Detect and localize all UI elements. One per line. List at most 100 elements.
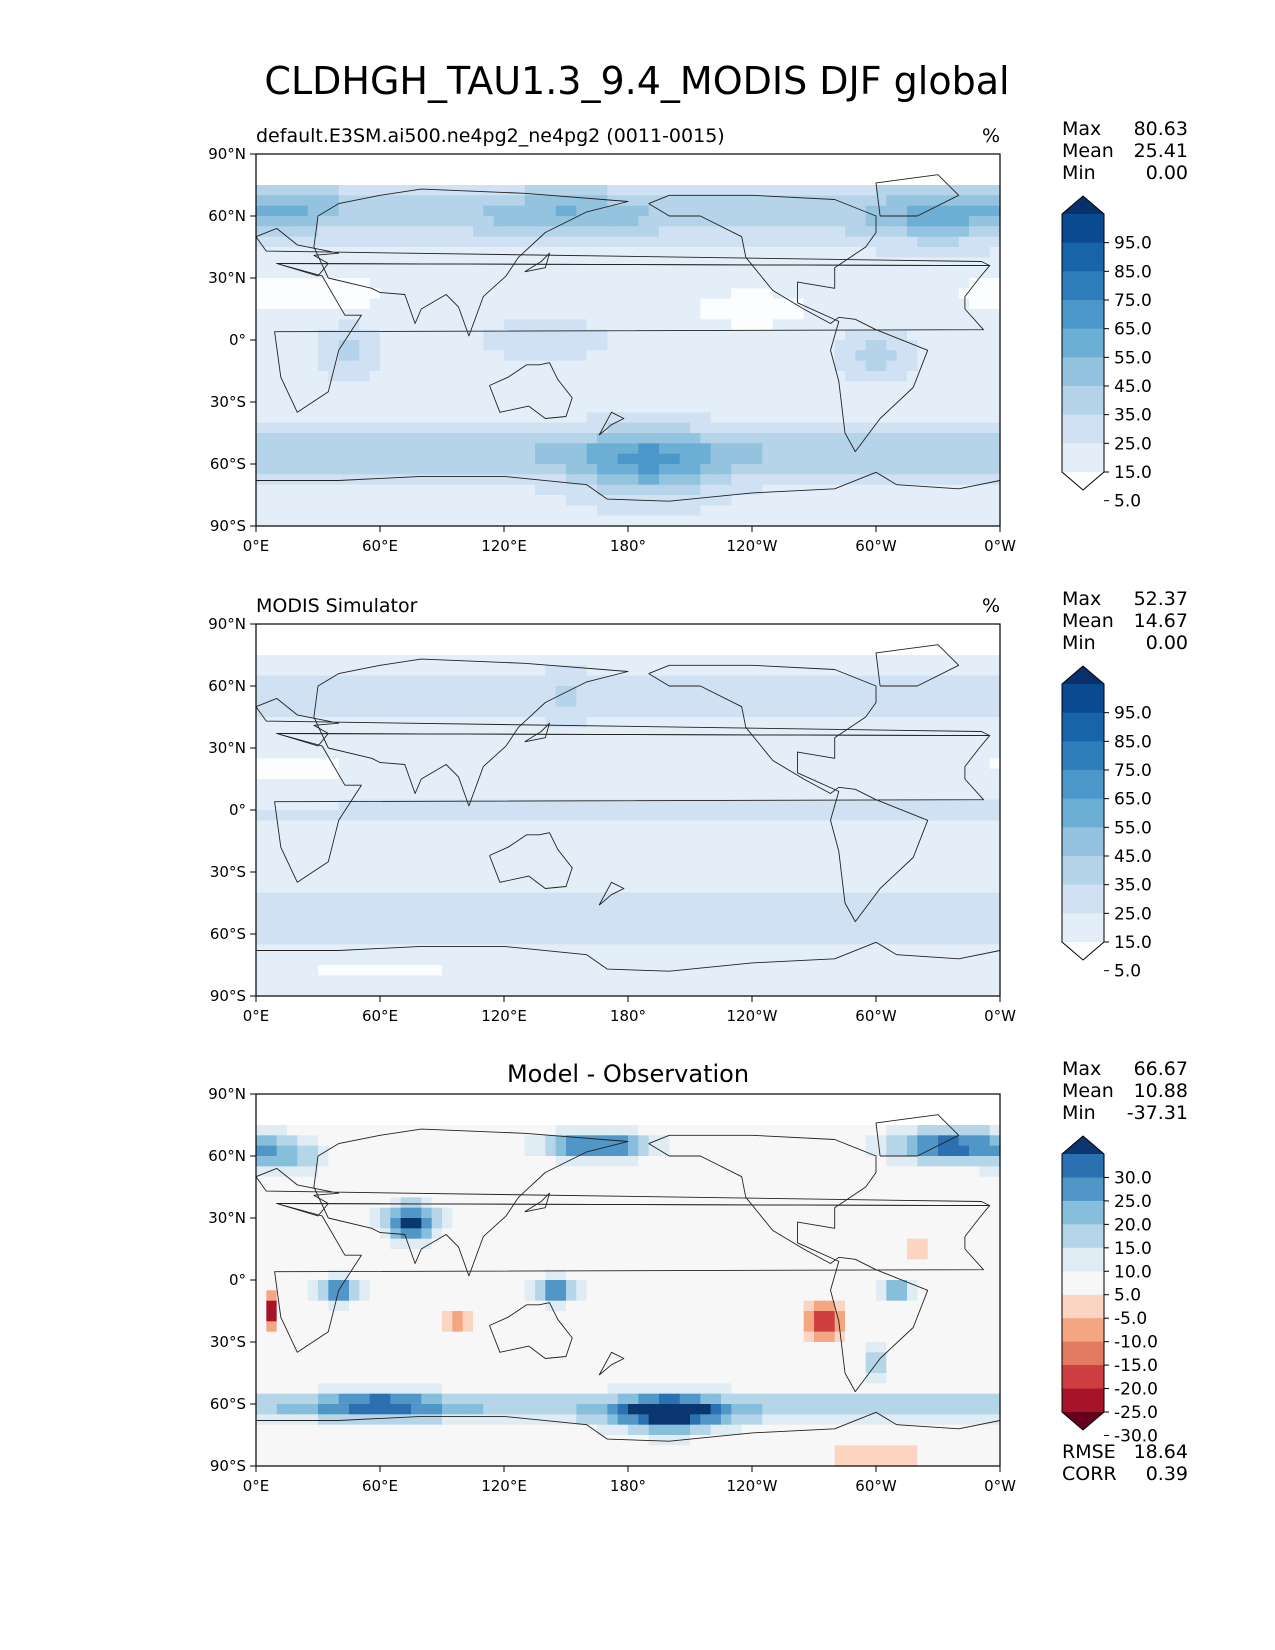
field-cell <box>958 278 970 289</box>
field-cell <box>493 624 505 635</box>
field-cell <box>318 830 329 842</box>
field-cell <box>276 278 288 289</box>
field-cell <box>834 278 846 289</box>
field-cell <box>483 675 495 687</box>
field-cell <box>793 247 805 258</box>
field-cell <box>483 686 495 697</box>
field-cell <box>256 360 267 372</box>
field-cell <box>421 433 433 444</box>
field-cell <box>690 655 701 666</box>
field-cell <box>989 696 1001 708</box>
field-cell <box>669 675 681 687</box>
field-cell <box>369 309 381 320</box>
field-cell <box>876 727 887 739</box>
field-cell <box>824 185 836 196</box>
field-cell <box>948 861 960 873</box>
field-cell <box>948 360 960 372</box>
field-cell <box>886 727 898 739</box>
field-cell <box>328 505 340 517</box>
field-cell <box>762 505 774 517</box>
field-cell <box>597 872 608 883</box>
field-cell <box>442 882 453 894</box>
field-cell <box>927 923 939 935</box>
field-cell <box>462 810 474 821</box>
field-cell <box>566 154 577 165</box>
field-cell <box>969 903 980 914</box>
field-cell <box>431 665 443 677</box>
field-cell <box>555 944 567 956</box>
field-cell <box>917 371 929 382</box>
field-cell <box>803 236 815 248</box>
field-cell <box>400 861 412 873</box>
field-cell <box>824 154 836 165</box>
field-cell <box>380 288 391 300</box>
colorbar-tick-label: 65.0 <box>1114 320 1152 340</box>
field-cell <box>876 247 887 258</box>
field-cell <box>359 257 371 269</box>
field-cell <box>307 257 319 269</box>
field-cell <box>690 257 701 269</box>
field-cell <box>349 954 360 966</box>
field-cell <box>783 717 794 728</box>
field-cell <box>690 495 701 506</box>
field-cell <box>617 861 629 873</box>
field-cell <box>421 841 433 852</box>
field-cell <box>597 686 608 697</box>
field-cell <box>307 505 319 517</box>
field-cell <box>948 923 960 935</box>
field-cell <box>421 484 433 496</box>
field-cell <box>566 789 577 801</box>
field-cell <box>473 309 484 320</box>
field-cell <box>989 236 1001 248</box>
field-cell <box>473 779 484 790</box>
field-cell <box>297 727 309 739</box>
field-cell <box>535 634 546 646</box>
field-cell <box>297 851 309 863</box>
field-cell <box>690 675 701 687</box>
field-cell <box>762 236 774 248</box>
field-cell <box>721 634 732 646</box>
field-cell <box>855 779 867 790</box>
field-cell <box>380 696 391 708</box>
field-cell <box>452 758 464 770</box>
field-cell <box>411 789 422 801</box>
field-cell <box>256 799 267 811</box>
field-cell <box>979 505 991 517</box>
field-cell <box>679 371 691 382</box>
field-cell <box>462 861 474 873</box>
field-cell <box>369 360 381 372</box>
field-cell <box>535 923 546 935</box>
field-cell <box>318 205 329 217</box>
field-cell <box>783 371 794 382</box>
field-cell <box>266 892 278 904</box>
field-cell <box>297 789 309 801</box>
field-cell <box>318 319 329 331</box>
field-cell <box>979 340 991 351</box>
field-cell <box>669 686 681 697</box>
field-cell <box>462 391 474 403</box>
field-cell <box>969 944 980 956</box>
field-cell <box>907 944 918 956</box>
field-cell <box>380 923 391 935</box>
field-cell <box>307 319 319 331</box>
field-cell <box>462 515 474 527</box>
field-cell <box>400 903 412 914</box>
field-cell <box>462 216 474 227</box>
field-cell <box>969 381 980 393</box>
field-cell <box>462 727 474 739</box>
field-cell <box>989 319 1001 331</box>
field-cell <box>638 412 650 424</box>
field-cell <box>886 706 898 718</box>
field-cell <box>462 278 474 289</box>
field-cell <box>514 474 526 486</box>
field-cell <box>679 453 691 465</box>
field-cell <box>256 872 267 883</box>
field-cell <box>545 371 557 382</box>
field-cell <box>989 391 1001 403</box>
field-cell <box>927 164 939 176</box>
field-cell <box>555 779 567 790</box>
field-cell <box>917 402 929 413</box>
field-cell <box>535 768 546 780</box>
field-cell <box>917 686 929 697</box>
field-cell <box>380 226 391 238</box>
